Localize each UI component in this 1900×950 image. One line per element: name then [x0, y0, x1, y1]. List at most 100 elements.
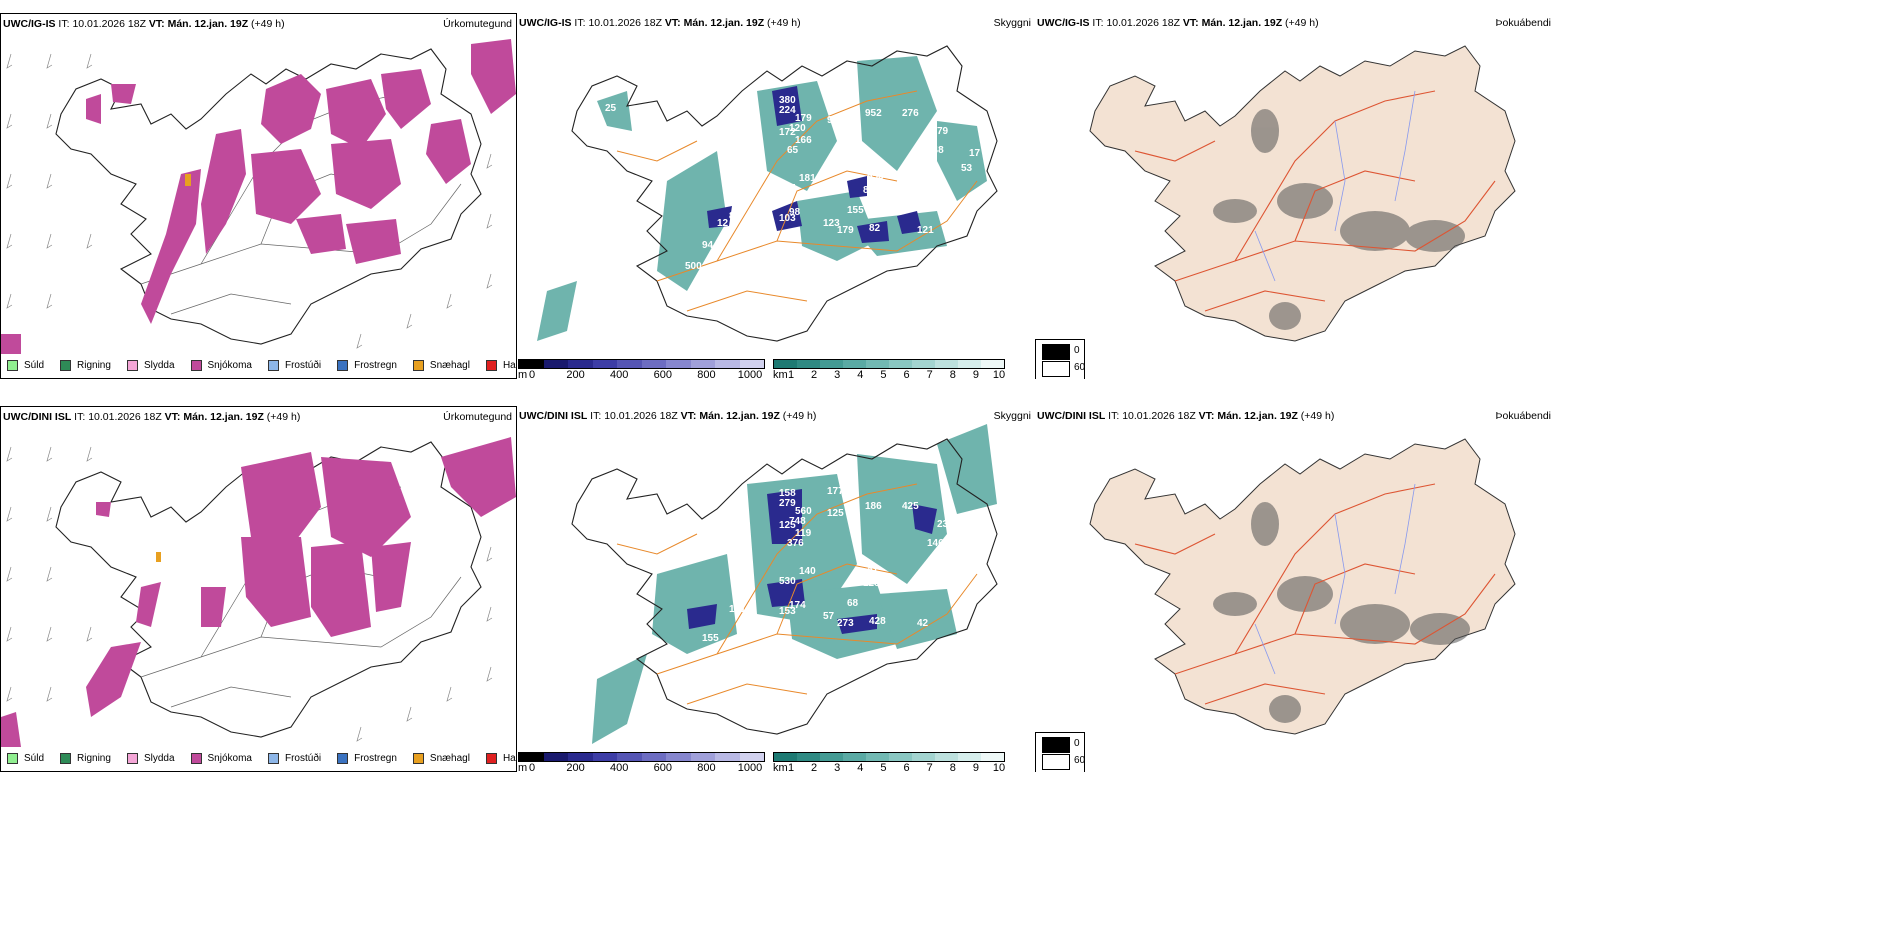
visibility-value-label: 146: [927, 538, 944, 549]
visibility-value-label: 123: [823, 218, 840, 229]
fog-index-panel-top: UWC/IG-IS IT: 10.01.2026 18Z VT: Mán. 12…: [1035, 13, 1555, 379]
visibility-value-label: 174: [789, 600, 806, 611]
colorbar-tick: 5: [880, 762, 887, 772]
visibility-value-label: 70: [961, 556, 973, 567]
legend-item: Frostregn: [337, 752, 397, 764]
visibility-value-label: 153: [779, 606, 796, 617]
fog-index-panel-bottom: UWC/DINI ISL IT: 10.01.2026 18Z VT: Mán.…: [1035, 406, 1555, 772]
legend-item: Slydda: [126, 752, 175, 764]
colorbar-tick: 400: [610, 762, 629, 772]
colorbar-tick: 0: [528, 369, 536, 379]
visibility-value-label: 248: [927, 145, 944, 156]
visibility-value-label: 161: [729, 604, 746, 615]
visibility-value-label: 12: [717, 218, 729, 229]
colorbar-tick: 10: [992, 369, 1006, 379]
colorbar-tick: 2: [811, 369, 818, 379]
visibility-value-label: 748: [789, 516, 806, 527]
colorbar-tick: 1000: [737, 369, 763, 379]
visibility-panel-top: UWC/IG-IS IT: 10.01.2026 18Z VT: Mán. 12…: [517, 13, 1035, 379]
visibility-value-label: 179: [837, 225, 854, 236]
visibility-panel-bottom: UWC/DINI ISL IT: 10.01.2026 18Z VT: Mán.…: [517, 406, 1035, 772]
panel-header: UWC/DINI ISL IT: 10.01.2026 18Z VT: Mán.…: [519, 410, 817, 422]
visibility-value-label: 320: [627, 466, 644, 477]
panel-title: Skyggni: [993, 17, 1031, 29]
colorbar-tick: 0: [528, 762, 536, 772]
fog-map: [1089, 438, 1516, 735]
legend-item: Rigning: [60, 752, 111, 764]
visibility-value-label: 68: [847, 598, 859, 609]
visibility-value-label: 179: [795, 113, 812, 124]
visibility-value-label: 166: [795, 135, 812, 146]
visibility-value-label: 28: [627, 73, 639, 84]
visibility-value-label: 81: [867, 564, 879, 575]
colorbar-tick: 600: [653, 762, 672, 772]
panel-title: Úrkomutegund: [443, 18, 512, 30]
visibility-value-label: 181: [799, 173, 816, 184]
colorbar-tick: 2: [811, 762, 818, 772]
visibility-value-label: 82: [729, 211, 741, 222]
ceiling-colorbar: m 0 200 400 600 800 1000: [518, 359, 765, 379]
colorbar-tick: 4: [857, 762, 864, 772]
visibility-value-label: 42: [917, 618, 929, 629]
low-visibility-areas: [537, 56, 987, 341]
visibility-value-label: 158: [779, 488, 796, 499]
visibility-colorbar: km 1 2 3 4 5 6 7 8 9 10: [773, 359, 1005, 379]
panel-header: UWC/IG-IS IT: 10.01.2026 18Z VT: Mán. 12…: [3, 18, 285, 30]
legend-item: Snjókoma: [190, 359, 252, 371]
visibility-value-label: 79: [937, 126, 949, 137]
visibility-value-label: 177: [827, 486, 844, 497]
colorbar-tick: 4: [857, 369, 864, 379]
visibility-value-label: 155: [847, 205, 864, 216]
low-ceiling-areas: [707, 86, 922, 243]
legend-item: Súld: [7, 359, 44, 371]
visibility-value-label: 98: [789, 207, 801, 218]
visibility-value-label: 155: [702, 633, 719, 644]
visibility-value-label: 932: [827, 115, 844, 126]
visibility-value-label: 81: [863, 185, 875, 196]
visibility-value-label: 25: [605, 103, 617, 114]
legend-item: Slydda: [126, 359, 175, 371]
snow-areas: [1, 39, 516, 354]
visibility-value-label: 120: [789, 123, 806, 134]
colorbar-tick: 9: [972, 369, 979, 379]
visibility-value-label: 428: [869, 616, 886, 627]
legend-item: Snæhagl: [412, 359, 470, 371]
visibility-value-label: 500: [685, 261, 702, 272]
legend-item: Haglél: [485, 752, 516, 764]
panel-header: UWC/DINI ISL IT: 10.01.2026 18Z VT: Mán.…: [3, 411, 301, 423]
visibility-value-label: 121: [917, 225, 934, 236]
legend-item: Snjókoma: [190, 752, 252, 764]
visibility-value-label: 119: [795, 528, 812, 539]
visibility-value-label: 234: [937, 519, 954, 530]
fog-key: 0 60: [1035, 732, 1085, 772]
colorbar-tick: 800: [697, 369, 716, 379]
colorbar-tick: 5: [880, 369, 887, 379]
legend-item: Súld: [7, 752, 44, 764]
panel-title: Úrkomutegund: [443, 411, 512, 423]
colorbar-tick: 3: [834, 369, 841, 379]
colorbar-tick: 9: [972, 762, 979, 772]
fog-map: [1089, 45, 1516, 342]
visibility-value-label: 952: [865, 108, 882, 119]
visibility-value-label: 285: [779, 183, 796, 194]
legend-item: Frostregn: [337, 359, 397, 371]
precip-map: [1, 437, 516, 747]
fog-key: 0 60: [1035, 339, 1085, 379]
visibility-value-label: 335: [827, 93, 844, 104]
visibility-value-label: 125: [779, 520, 796, 531]
visibility-value-label: 82: [869, 223, 881, 234]
panel-header: UWC/IG-IS IT: 10.01.2026 18Z VT: Mán. 12…: [519, 17, 801, 29]
colorbar-tick: 6: [903, 762, 910, 772]
colorbar-tick: 800: [697, 762, 716, 772]
panel-header: UWC/DINI ISL IT: 10.01.2026 18Z VT: Mán.…: [1037, 410, 1335, 422]
visibility-value-label: 53: [961, 163, 973, 174]
colorbar-tick: 8: [949, 369, 956, 379]
legend-item: Haglél: [485, 359, 516, 371]
visibility-value-label: 224: [779, 105, 796, 116]
colorbar-tick: 10: [992, 762, 1006, 772]
visibility-value-label: 94: [702, 240, 714, 251]
visibility-value-label: 560: [795, 506, 812, 517]
colorbar-tick: 200: [566, 369, 585, 379]
